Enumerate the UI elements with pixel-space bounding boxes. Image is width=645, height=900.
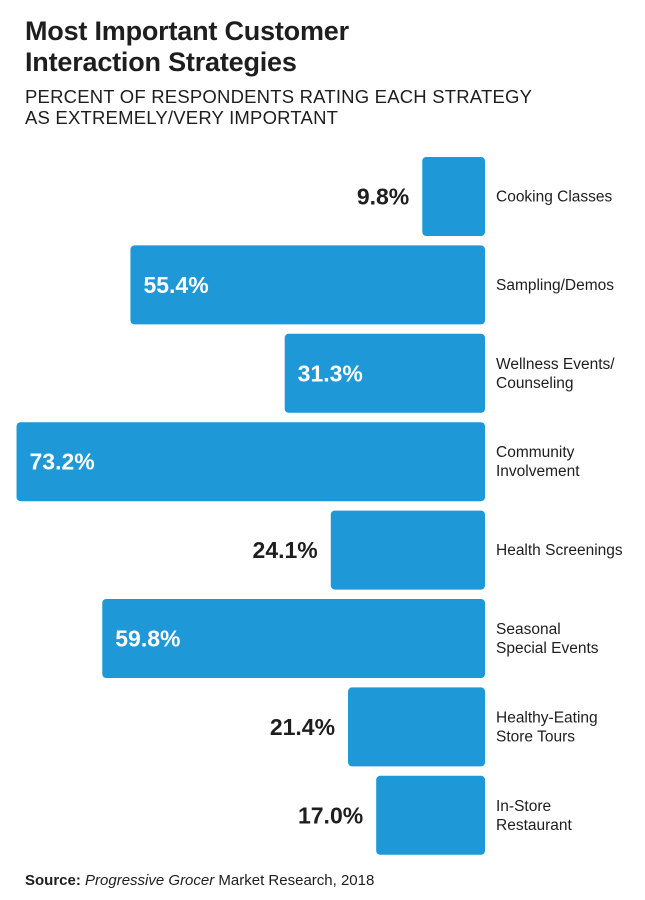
chart-title-line-1: Most Important Customer (25, 16, 349, 46)
category-label: Healthy-Eating Store Tours (496, 709, 598, 745)
category-label: Seasonal Special Events (496, 621, 599, 657)
value-label: 59.8% (115, 626, 180, 652)
category-label: Health Screenings (496, 542, 623, 559)
value-label: 31.3% (298, 360, 363, 386)
source-label: Source: (25, 872, 81, 889)
bar (330, 510, 485, 590)
category-label: In-Store Restaurant (496, 798, 573, 834)
category-label: Wellness Events/Counseling (496, 356, 615, 392)
chart-title: Most Important Customer Interaction Stra… (25, 16, 625, 78)
category-label: Community Involvement (496, 444, 580, 480)
value-label: 24.1% (253, 537, 318, 563)
source-rest: Market Research, 2018 (214, 872, 375, 889)
bar (376, 775, 485, 855)
bar (130, 245, 485, 325)
chart-subtitle-line-1: PERCENT OF RESPONDENTS RATING EACH STRAT… (25, 86, 533, 107)
value-label: 55.4% (143, 272, 208, 298)
source-publication: Progressive Grocer (85, 872, 215, 889)
bar (102, 599, 485, 678)
category-label: Cooking Classes (496, 189, 613, 206)
source-note: Source: Progressive Grocer Market Resear… (25, 872, 374, 889)
bar (284, 333, 485, 413)
bar (348, 687, 485, 767)
bar (422, 157, 485, 236)
bar (16, 422, 486, 502)
value-label: 21.4% (270, 714, 335, 740)
value-label: 9.8% (357, 184, 409, 210)
chart-subtitle-line-2: AS EXTREMELY/VERY IMPORTANT (25, 107, 339, 128)
value-label: 73.2% (30, 449, 95, 475)
category-label: Sampling/Demos (496, 277, 614, 294)
value-label: 17.0% (298, 802, 363, 828)
chart-subtitle: PERCENT OF RESPONDENTS RATING EACH STRAT… (25, 86, 625, 128)
chart-title-line-2: Interaction Strategies (25, 47, 297, 77)
